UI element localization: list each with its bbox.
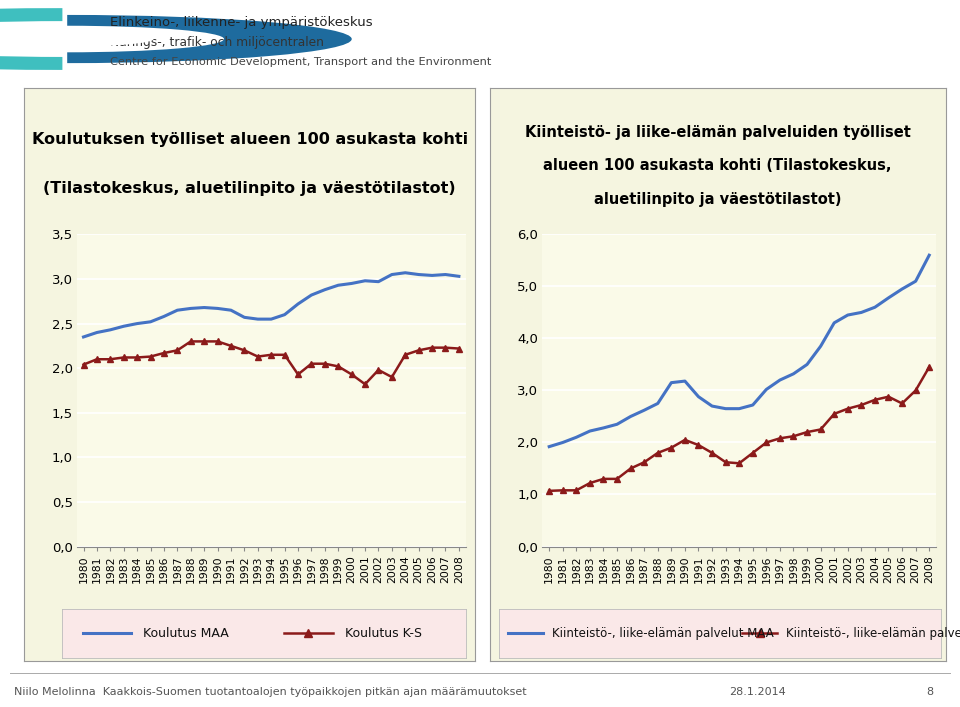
Text: aluetilinpito ja väestötilastot): aluetilinpito ja väestötilastot)	[594, 192, 841, 207]
Text: alueen 100 asukasta kohti (Tilastokeskus,: alueen 100 asukasta kohti (Tilastokeskus…	[543, 158, 892, 173]
Text: 28.1.2014: 28.1.2014	[730, 687, 786, 697]
Text: 8: 8	[926, 687, 933, 697]
Text: (Tilastokeskus, aluetilinpito ja väestötilastot): (Tilastokeskus, aluetilinpito ja väestöt…	[43, 181, 456, 197]
Text: Kiinteistö-, liike-elämän palvelut MAA: Kiinteistö-, liike-elämän palvelut MAA	[552, 626, 774, 640]
Text: Koulutus MAA: Koulutus MAA	[143, 626, 228, 640]
Text: Närings-, trafik- och miljöcentralen: Närings-, trafik- och miljöcentralen	[110, 36, 324, 49]
Text: Centre for Economic Development, Transport and the Environment: Centre for Economic Development, Transpo…	[110, 57, 492, 66]
Circle shape	[0, 31, 154, 47]
Wedge shape	[0, 8, 62, 70]
Text: Koulutuksen työlliset alueen 100 asukasta kohti: Koulutuksen työlliset alueen 100 asukast…	[32, 132, 468, 146]
Text: Elinkeino-, liikenne- ja ympäristökeskus: Elinkeino-, liikenne- ja ympäristökeskus	[110, 16, 373, 29]
Text: Niilo Melolinna  Kaakkois-Suomen tuotantoalojen työpaikkojen pitkän ajan määrämu: Niilo Melolinna Kaakkois-Suomen tuotanto…	[14, 687, 527, 697]
Text: Koulutus K-S: Koulutus K-S	[345, 626, 421, 640]
Wedge shape	[67, 15, 351, 63]
Text: Kiinteistö- ja liike-elämän palveluiden työlliset: Kiinteistö- ja liike-elämän palveluiden …	[525, 124, 910, 140]
Text: Kiinteistö-, liike-elämän palvelut K-S: Kiinteistö-, liike-elämän palvelut K-S	[786, 626, 960, 640]
